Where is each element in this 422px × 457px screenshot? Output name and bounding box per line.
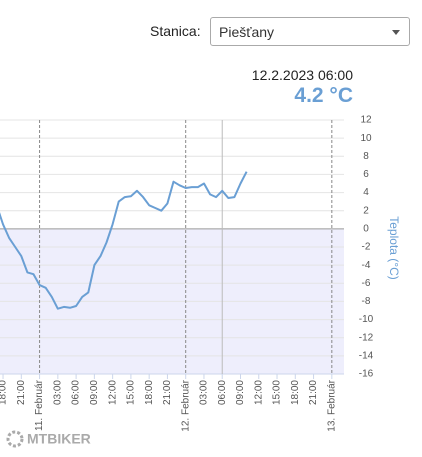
x-tick-label: 09:00 [235, 380, 246, 405]
y-tick-label: 8 [363, 151, 369, 162]
y-tick-label: -4 [362, 260, 371, 271]
x-tick-label: 06:00 [217, 380, 228, 405]
current-time: 12.2.2023 06:00 [251, 67, 353, 83]
x-tick-label: 15:00 [126, 380, 137, 405]
y-tick-label: -10 [359, 314, 374, 325]
y-tick-label: 2 [363, 205, 369, 216]
x-tick-label: 12:00 [107, 380, 118, 405]
x-tick-label: 13. Február [326, 379, 337, 431]
y-tick-label: -12 [359, 332, 374, 343]
x-tick-label: 21:00 [162, 380, 173, 405]
temperature-line [0, 171, 248, 310]
y-tick-label: -2 [362, 242, 371, 253]
x-tick-label: 09:00 [89, 380, 100, 405]
x-tick-label: 21:00 [16, 380, 27, 405]
y-axis-title: Teplota (°C) [387, 216, 401, 280]
x-tick-label: 03:00 [199, 380, 210, 405]
y-tick-label: 4 [363, 187, 369, 198]
station-select[interactable]: Piešťany [210, 17, 410, 46]
y-tick-label: -6 [362, 278, 371, 289]
y-tick-label: -16 [359, 369, 374, 380]
watermark-text: MTBIKER [27, 431, 91, 447]
x-tick-label: 11. Február [34, 379, 45, 431]
current-value: 4.2 °C [294, 84, 353, 107]
x-tick-label: 18:00 [290, 380, 301, 405]
x-tick-label: 18:00 [0, 380, 9, 405]
x-tick-label: 21:00 [308, 380, 319, 405]
y-tick-label: 10 [360, 133, 372, 144]
y-tick-label: 0 [363, 223, 369, 234]
y-tick-label: -8 [362, 296, 371, 307]
x-tick-label: 03:00 [52, 380, 63, 405]
y-tick-label: -14 [359, 350, 374, 361]
y-tick-label: 6 [363, 169, 369, 180]
station-label: Stanica: [150, 23, 201, 39]
y-tick-label: 12 [360, 115, 372, 126]
x-tick-label: 18:00 [144, 380, 155, 405]
x-tick-label: 12. Február [180, 379, 191, 431]
x-tick-label: 12:00 [253, 380, 264, 405]
x-tick-label: 06:00 [71, 380, 82, 405]
x-tick-label: 15:00 [272, 380, 283, 405]
watermark-icon [6, 430, 24, 448]
watermark: MTBIKER [6, 430, 91, 448]
